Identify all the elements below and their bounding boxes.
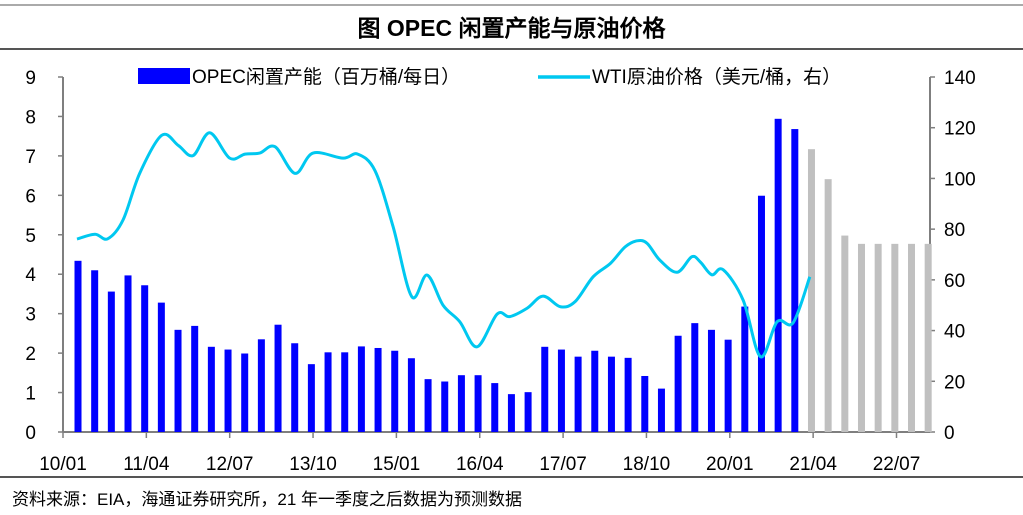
spare-capacity-bar: [557, 349, 565, 432]
legend-line-label: WTI原油价格（美元/桶，右）: [592, 66, 841, 88]
spare-capacity-bar: [524, 392, 532, 432]
spare-capacity-bar: [91, 270, 99, 432]
footer-rule: [0, 476, 1023, 478]
spare-capacity-bar: [574, 356, 582, 432]
spare-capacity-bar: [757, 195, 765, 432]
x-axis-tick-label: 15/01: [373, 454, 421, 475]
spare-capacity-bar: [374, 347, 382, 432]
spare-capacity-bar: [107, 291, 115, 432]
right-axis-tick-label: 140: [944, 68, 976, 89]
spare-capacity-bar: [691, 323, 699, 432]
x-axis-tick-label: 20/01: [706, 454, 754, 475]
spare-capacity-bar: [424, 379, 432, 432]
spare-capacity-bar: [657, 388, 665, 432]
spare-capacity-bar: [507, 394, 515, 432]
left-axis-tick-label: 0: [25, 423, 36, 444]
x-axis-tick-label: 18/10: [623, 454, 671, 475]
spare-capacity-bar: [541, 346, 549, 432]
left-axis-tick-label: 3: [25, 305, 36, 326]
spare-capacity-bar: [407, 358, 415, 432]
forecast-bar: [807, 149, 815, 432]
spare-capacity-bar: [457, 375, 465, 432]
x-axis-tick-label: 22/07: [873, 454, 921, 475]
spare-capacity-bar: [491, 383, 499, 432]
left-axis-tick-label: 1: [25, 384, 36, 405]
forecast-bar: [841, 235, 849, 432]
right-axis-tick-label: 20: [944, 372, 965, 393]
left-axis-tick-label: 2: [25, 344, 36, 365]
spare-capacity-bar: [141, 285, 149, 432]
left-axis-tick-label: 5: [25, 226, 36, 247]
spare-capacity-bar: [124, 275, 132, 432]
forecast-bar: [908, 243, 916, 432]
spare-capacity-bar: [774, 118, 782, 433]
spare-capacity-bar: [674, 335, 682, 432]
right-axis-tick-label: 120: [944, 119, 976, 140]
spare-capacity-bar: [307, 364, 315, 432]
x-axis-tick-label: 13/10: [289, 454, 337, 475]
left-axis-tick-label: 4: [25, 265, 36, 286]
spare-capacity-bar: [441, 381, 449, 432]
spare-capacity-bar: [207, 346, 215, 432]
forecast-bar: [874, 243, 882, 432]
spare-capacity-bar: [257, 339, 265, 432]
left-axis-tick-label: 8: [25, 107, 36, 128]
chart-area: 0 1 2 3 4 5 6 7 8 9 0 20 40 60 80 100 120 140 10/01 11/04 12…: [25, 66, 976, 475]
forecast-bar: [891, 243, 899, 432]
title-rule: [0, 48, 1023, 50]
forecast-bar: [924, 243, 932, 432]
spare-capacity-bar: [474, 375, 482, 432]
spare-capacity-bar: [724, 339, 732, 432]
legend-bar-label: OPEC闲置产能（百万桶/每日）: [192, 66, 460, 88]
spare-capacity-bar: [624, 357, 632, 432]
left-axis-tick-label: 9: [25, 68, 36, 89]
spare-capacity-bar: [641, 375, 649, 432]
spare-capacity-bar: [291, 343, 299, 432]
right-axis-tick-label: 0: [944, 423, 955, 444]
x-axis-tick-label: 16/04: [456, 454, 504, 475]
spare-capacity-bar: [274, 324, 282, 432]
spare-capacity-bar: [157, 302, 165, 432]
chart-title: 图 OPEC 闲置产能与原油价格: [357, 15, 666, 41]
top-rule: [0, 4, 1023, 6]
spare-capacity-bar: [357, 346, 365, 432]
spare-capacity-bar: [74, 260, 82, 432]
legend-bar-swatch: [138, 68, 190, 84]
spare-capacity-bar: [791, 129, 799, 433]
spare-capacity-bar: [741, 306, 749, 432]
spare-capacity-bar: [591, 350, 599, 432]
x-axis-tick-label: 21/04: [789, 454, 837, 475]
spare-capacity-bar: [191, 325, 199, 432]
forecast-bar: [857, 243, 865, 432]
x-axis-tick-label: 12/07: [206, 454, 254, 475]
spare-capacity-bar: [324, 352, 332, 432]
x-axis-tick-label: 11/04: [123, 454, 170, 475]
x-axis-tick-label: 10/01: [39, 454, 87, 475]
spare-capacity-bar: [224, 349, 232, 432]
left-axis-tick-label: 7: [25, 147, 36, 168]
forecast-bar: [824, 179, 832, 432]
spare-capacity-bar: [174, 329, 182, 432]
spare-capacity-bar: [241, 353, 249, 432]
spare-capacity-bar: [341, 352, 349, 432]
right-axis-tick-label: 100: [944, 169, 976, 190]
right-axis-tick-label: 40: [944, 322, 965, 343]
right-axis-tick-label: 60: [944, 271, 965, 292]
spare-capacity-bar: [707, 329, 715, 432]
spare-capacity-bar: [391, 350, 399, 432]
x-axis-tick-label: 17/07: [539, 454, 587, 475]
spare-capacity-bar: [607, 356, 615, 432]
source-note: 资料来源：EIA，海通证券研究所，21 年一季度之后数据为预测数据: [12, 490, 523, 509]
left-axis-tick-label: 6: [25, 186, 36, 207]
wti-price-line: [76, 131, 812, 359]
right-axis-tick-label: 80: [944, 220, 965, 241]
